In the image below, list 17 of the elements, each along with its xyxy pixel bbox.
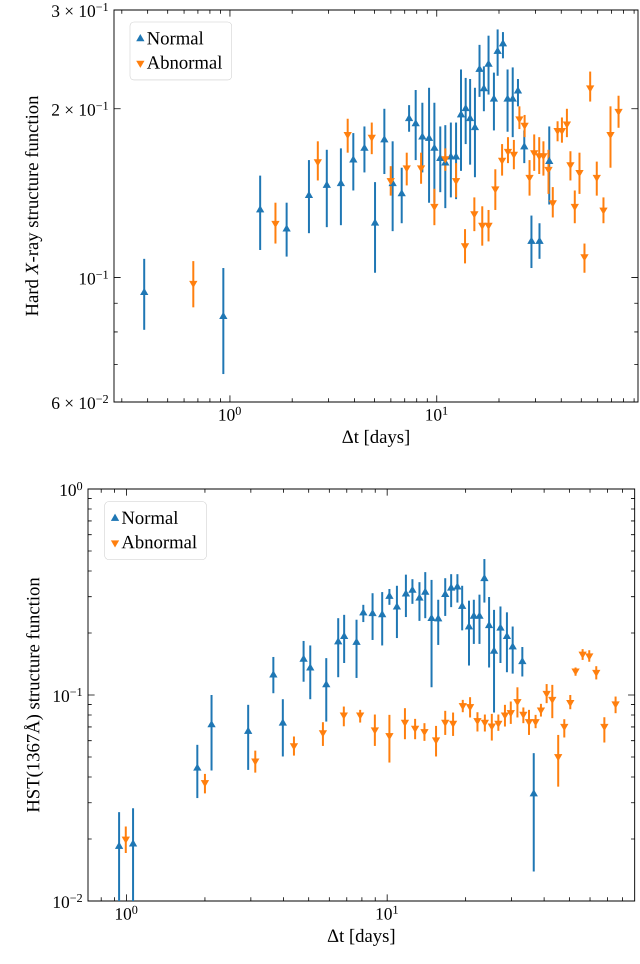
y-axis-title: Hard X-ray structure function (24, 96, 42, 316)
y-tick-label: 10$^{−2}$ (54, 894, 82, 908)
x-axis-title: Δt [days] (328, 928, 394, 946)
y-tick-label: 6 × 10$^{−2}$ (52, 395, 108, 410)
legend-label: Normal (147, 31, 204, 45)
y-tick-label: 2 × 10$^{−1}$ (52, 102, 108, 116)
y-axis-title: HST(1367Å) structure function (24, 578, 44, 812)
y-tick-label: 10$^{0}$ (60, 482, 82, 496)
y-tick-label: 10$^{−1}$ (80, 270, 108, 285)
legend-label: Abnormal (146, 56, 222, 69)
y-tick-label: 3 × 10$^{−1}$ (52, 3, 108, 17)
x-tick-label: 10$^{1}$ (426, 406, 448, 421)
legend-label: Normal (122, 510, 178, 524)
x-axis-title: Δt [days] (342, 430, 409, 447)
y-tick-label: 10$^{−1}$ (54, 688, 82, 702)
legend-label: Abnormal (122, 535, 197, 548)
x-tick-label: 10$^{1}$ (376, 906, 398, 920)
